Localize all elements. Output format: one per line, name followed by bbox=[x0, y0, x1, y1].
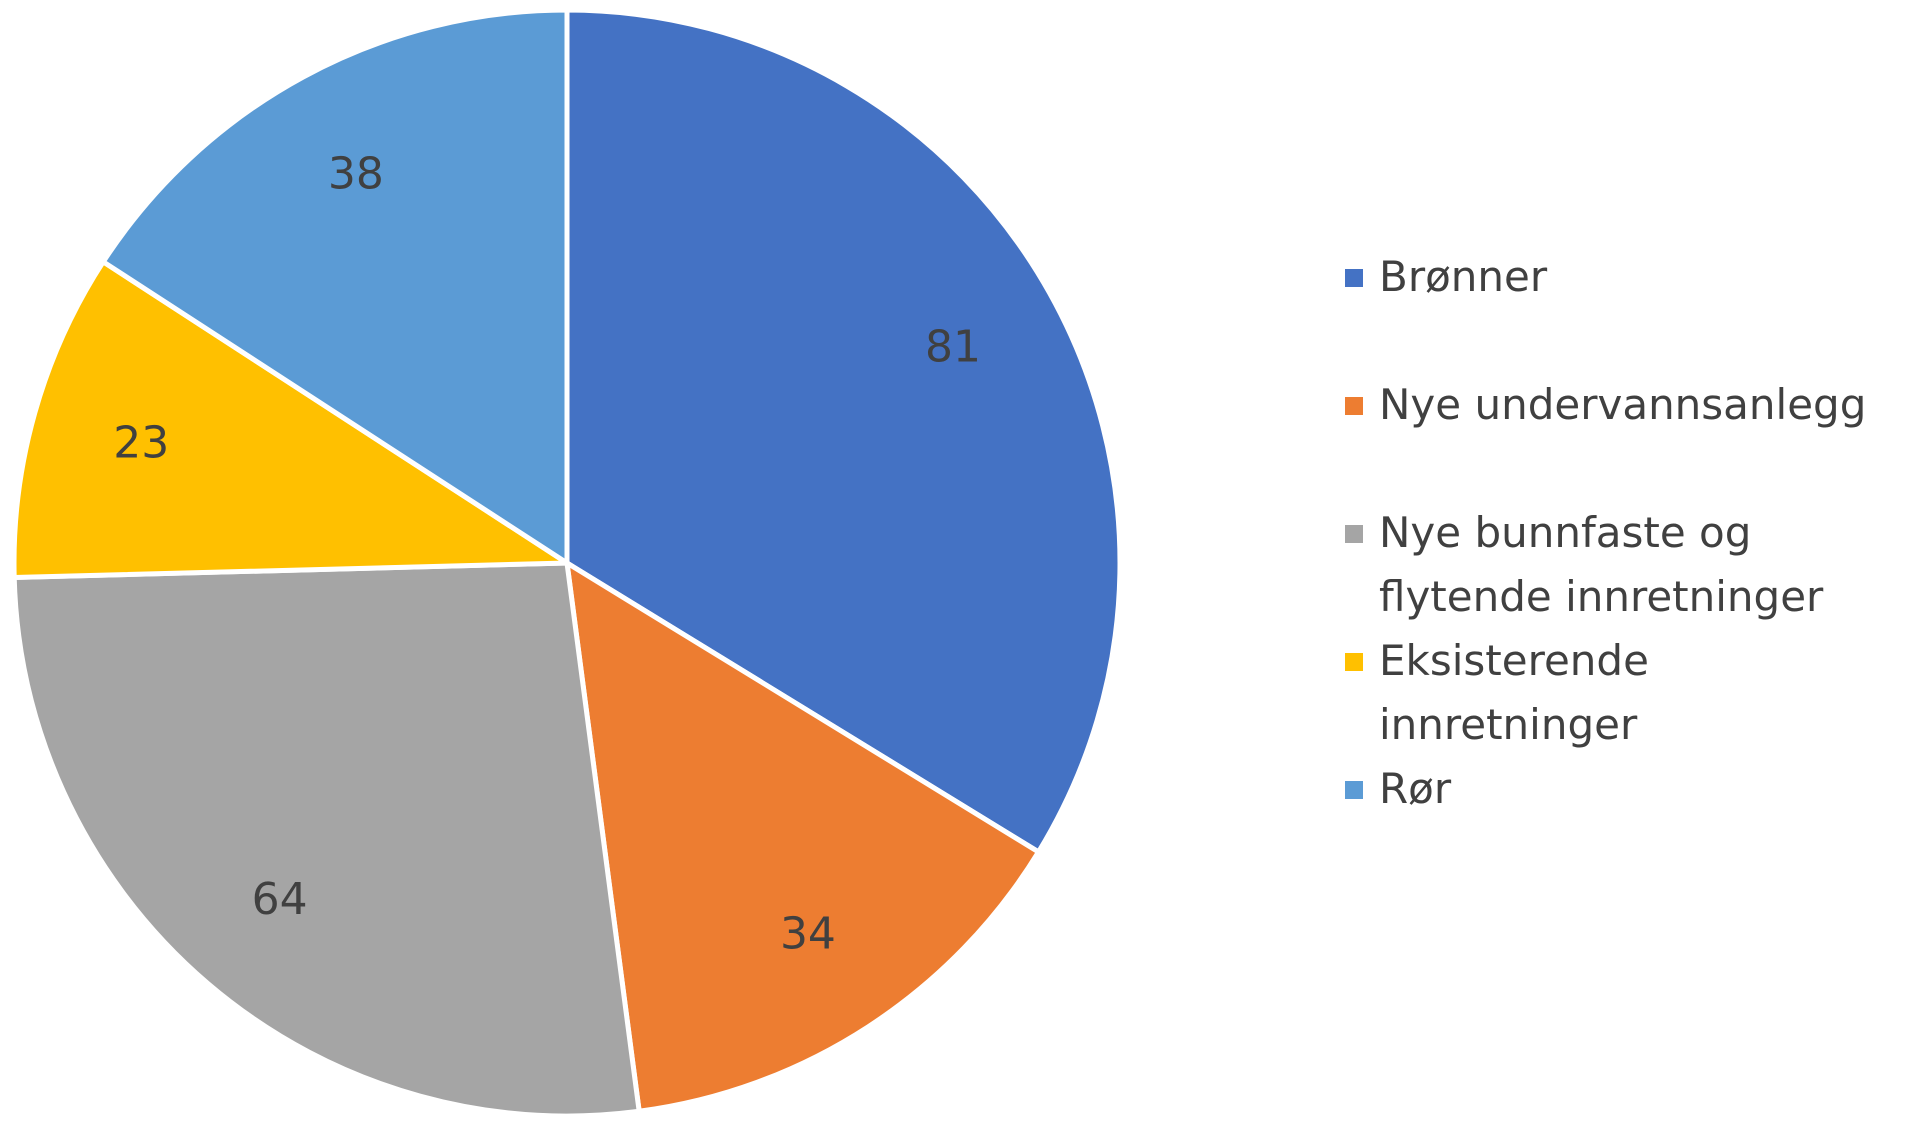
legend-label-4: Eksisterende innretninger bbox=[1379, 636, 1649, 749]
legend-swatch-2 bbox=[1345, 397, 1363, 415]
pie-slice-2 bbox=[563, 558, 1042, 1115]
pie-slice-3 bbox=[11, 560, 642, 1119]
legend-label-2: Nye undervannsanlegg bbox=[1379, 380, 1867, 429]
legend-item-3: Nye bunnfaste og flytende innretninger bbox=[1345, 501, 1915, 629]
legend-label-1: Brønner bbox=[1379, 252, 1548, 301]
legend-item-1: Brønner bbox=[1345, 245, 1915, 373]
legend-label-5: Rør bbox=[1379, 764, 1452, 813]
legend-swatch-4 bbox=[1345, 653, 1363, 671]
data-label-1: 81 bbox=[925, 321, 981, 372]
data-label-5: 38 bbox=[328, 149, 384, 200]
pie-slices bbox=[11, 7, 1123, 1119]
legend-item-2: Nye undervannsanlegg bbox=[1345, 373, 1915, 501]
pie-slice-1 bbox=[564, 7, 1123, 856]
legend: Brønner Nye undervannsanlegg Nye bunnfaste… bbox=[1345, 245, 1915, 885]
data-label-4: 23 bbox=[113, 417, 169, 468]
legend-swatch-5 bbox=[1345, 781, 1363, 799]
legend-item-4: Eksisterende innretninger bbox=[1345, 629, 1915, 757]
pie-slice-5 bbox=[99, 7, 570, 568]
data-labels: 81 34 64 23 38 bbox=[113, 149, 981, 960]
legend-item-5: Rør bbox=[1345, 757, 1915, 885]
legend-swatch-1 bbox=[1345, 269, 1363, 287]
data-label-2: 34 bbox=[780, 909, 836, 960]
data-label-3: 64 bbox=[252, 874, 308, 925]
legend-swatch-3 bbox=[1345, 525, 1363, 543]
pie-slice-4 bbox=[11, 258, 576, 581]
legend-label-3: Nye bunnfaste og flytende innretninger bbox=[1379, 508, 1824, 621]
